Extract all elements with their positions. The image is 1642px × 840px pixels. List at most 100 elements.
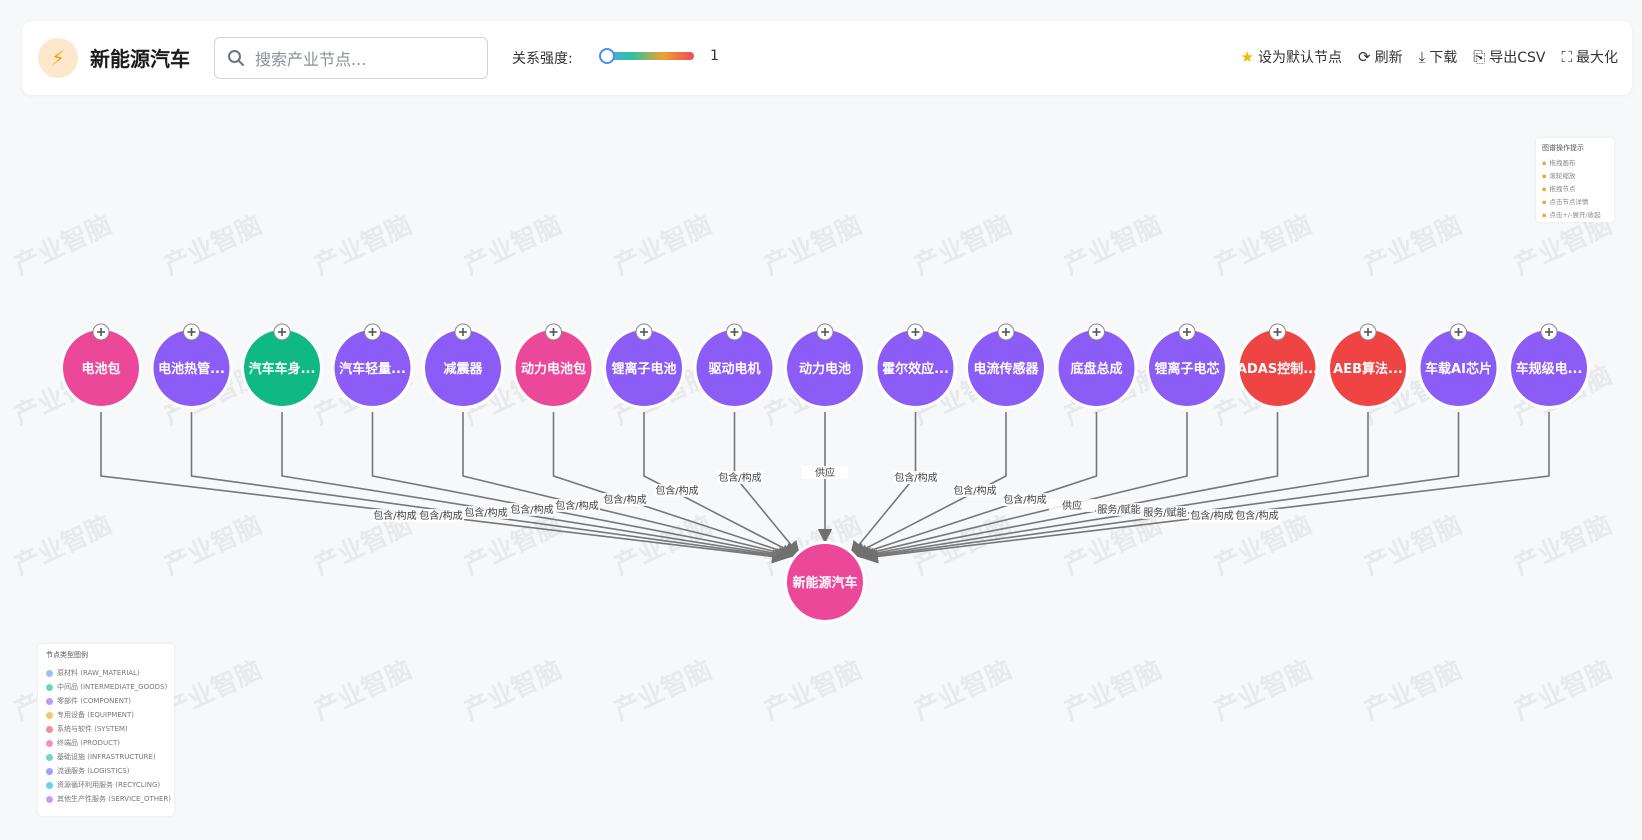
expand-plus-icon[interactable] xyxy=(1359,323,1377,341)
page-title: 新能源汽车 xyxy=(90,47,190,71)
watermark-text: 产业智脑 xyxy=(1209,510,1317,582)
export-csv-button[interactable]: ⎘ 导出CSV xyxy=(1473,47,1545,67)
edge-label-bg xyxy=(1189,509,1235,522)
expand-plus-icon[interactable] xyxy=(454,323,472,341)
hint-title: 图谱操作提示 xyxy=(1542,144,1584,152)
hint-bullet-icon: ▪ xyxy=(1542,211,1547,219)
watermark-text: 产业智脑 xyxy=(1059,655,1167,727)
search-icon xyxy=(228,50,244,66)
graph-node[interactable]: ADAS控制... xyxy=(1236,323,1319,409)
watermark-text: 产业智脑 xyxy=(1359,655,1467,727)
graph-node[interactable]: 底盘总成 xyxy=(1055,323,1138,409)
legend-item-label: 资源循环利用服务 (RECYCLING) xyxy=(57,781,161,789)
center-node-circle xyxy=(787,544,863,620)
legend-item: 原材料 (RAW_MATERIAL) xyxy=(46,666,166,680)
legend-item: 基础设施 (INFRASTRUCTURE) xyxy=(46,750,166,764)
node-label: 驱动电机 xyxy=(708,361,760,377)
edge-label-bg xyxy=(1002,493,1048,506)
edge-label-bg xyxy=(952,484,998,497)
graph-node[interactable]: 汽车车身... xyxy=(241,323,323,409)
refresh-button[interactable]: ⟳ 刷新 xyxy=(1358,47,1403,67)
edge-label: 包含/构成 xyxy=(555,499,598,512)
search-input[interactable] xyxy=(255,47,475,71)
watermark-text: 产业智脑 xyxy=(909,655,1017,727)
legend-color-dot xyxy=(46,739,53,747)
expand-plus-icon[interactable] xyxy=(545,323,562,341)
graph-node[interactable]: 电池热管... xyxy=(150,323,233,409)
strength-slider[interactable] xyxy=(599,48,694,64)
edge-label: 包含/构成 xyxy=(718,471,761,484)
expand-plus-icon[interactable] xyxy=(1088,323,1105,341)
legend-item: 中间品 (INTERMEDIATE_GOODS) xyxy=(46,680,167,694)
edge-label-bg xyxy=(802,466,848,479)
hint-bullet-icon: ▪ xyxy=(1542,185,1547,193)
center-node-label: 新能源汽车 xyxy=(792,575,857,591)
edge-label-bg xyxy=(602,493,648,506)
expand-plus-icon[interactable] xyxy=(183,323,200,341)
expand-plus-icon[interactable] xyxy=(997,323,1015,341)
watermark-text: 产业智脑 xyxy=(1509,510,1617,582)
graph-node[interactable]: AEB算法... xyxy=(1327,323,1409,409)
node-circle xyxy=(696,330,773,406)
graph-node[interactable]: 电流传感器 xyxy=(965,323,1047,409)
watermark-text: 产业智脑 xyxy=(459,655,567,727)
maximize-label: 最大化 xyxy=(1576,50,1618,66)
expand-plus-icon[interactable] xyxy=(907,323,924,341)
node-label: 锂离子电芯 xyxy=(1154,361,1219,377)
expand-plus-icon[interactable] xyxy=(92,323,110,341)
graph-node[interactable]: 车载AI芯片 xyxy=(1417,323,1500,409)
expand-plus-icon[interactable] xyxy=(1540,323,1558,341)
graph-node[interactable]: 驱动电机 xyxy=(693,323,776,409)
edge-label: 供应 xyxy=(815,466,835,479)
watermark-text: 产业智脑 xyxy=(909,210,1017,282)
star-icon: ★ xyxy=(1240,48,1254,66)
legend-item: 系统与软件 (SYSTEM) xyxy=(46,722,166,736)
node-circle xyxy=(1058,330,1135,406)
slider-handle[interactable] xyxy=(599,48,615,64)
set-default-node-button[interactable]: ★ 设为默认节点 xyxy=(1241,47,1342,67)
node-circle xyxy=(1420,330,1497,406)
node-circle xyxy=(1239,330,1316,406)
expand-plus-icon[interactable] xyxy=(635,323,653,341)
edge-label: 包含/构成 xyxy=(953,484,996,497)
node-circle xyxy=(153,330,230,406)
expand-plus-icon[interactable] xyxy=(1450,323,1467,341)
refresh-icon: ⟳ xyxy=(1358,48,1371,66)
edge-line xyxy=(857,412,1279,562)
node-circle xyxy=(1330,330,1406,406)
graph-node[interactable]: 汽车轻量... xyxy=(331,323,414,409)
watermark-text: 产业智脑 xyxy=(159,510,267,582)
center-node[interactable]: 新能源汽车 xyxy=(784,541,866,623)
graph-node[interactable]: 动力电池 xyxy=(784,323,866,409)
legend-item: 流通服务 (LOGISTICS) xyxy=(46,764,166,778)
graph-node[interactable]: 锂离子电芯 xyxy=(1146,323,1228,409)
graph-node[interactable]: 电池包 xyxy=(60,323,142,409)
operation-hint-panel: 图谱操作提示 ▪ 拖拽画布 ▪ 滚轮缩放 ▪ 拖拽节点 ▪ 点击节点详情 ▪ 点击+/-展开/收起 xyxy=(1536,138,1614,222)
expand-plus-icon[interactable] xyxy=(726,323,743,341)
graph-node[interactable]: 霍尔效应... xyxy=(874,323,957,409)
legend-item: 资源循环利用服务 (RECYCLING) xyxy=(46,778,166,792)
graph-node[interactable]: 减震器 xyxy=(422,323,504,409)
expand-plus-icon[interactable] xyxy=(816,323,834,341)
expand-plus-icon[interactable] xyxy=(1178,323,1196,341)
legend-color-dot xyxy=(46,795,53,803)
watermark-text: 产业智脑 xyxy=(1509,655,1617,727)
legend-item: 终端品 (PRODUCT) xyxy=(46,736,166,750)
graph-node[interactable]: 锂离子电池 xyxy=(603,323,685,409)
graph-node[interactable]: 动力电池包 xyxy=(512,323,595,409)
edge-label-bg xyxy=(418,509,464,522)
legend-item-label: 基础设施 (INFRASTRUCTURE) xyxy=(57,753,156,761)
edge-label-bg xyxy=(554,499,600,512)
node-circle xyxy=(334,330,411,406)
maximize-button[interactable]: ⛶ 最大化 xyxy=(1561,47,1618,67)
search-box[interactable] xyxy=(214,37,488,79)
expand-plus-icon[interactable] xyxy=(273,323,291,341)
graph-node[interactable]: 车规级电... xyxy=(1508,323,1590,409)
expand-plus-icon[interactable] xyxy=(1269,323,1286,341)
edge-line xyxy=(371,412,793,562)
watermark-text: 产业智脑 xyxy=(1059,210,1167,282)
expand-plus-icon[interactable] xyxy=(364,323,381,341)
node-type-legend: 节点类型图例 原材料 (RAW_MATERIAL) 中间品 (INTERMEDIA… xyxy=(38,644,174,816)
hint-bullet-icon: ▪ xyxy=(1542,159,1547,167)
download-button[interactable]: ⤓ 下载 xyxy=(1419,47,1458,67)
